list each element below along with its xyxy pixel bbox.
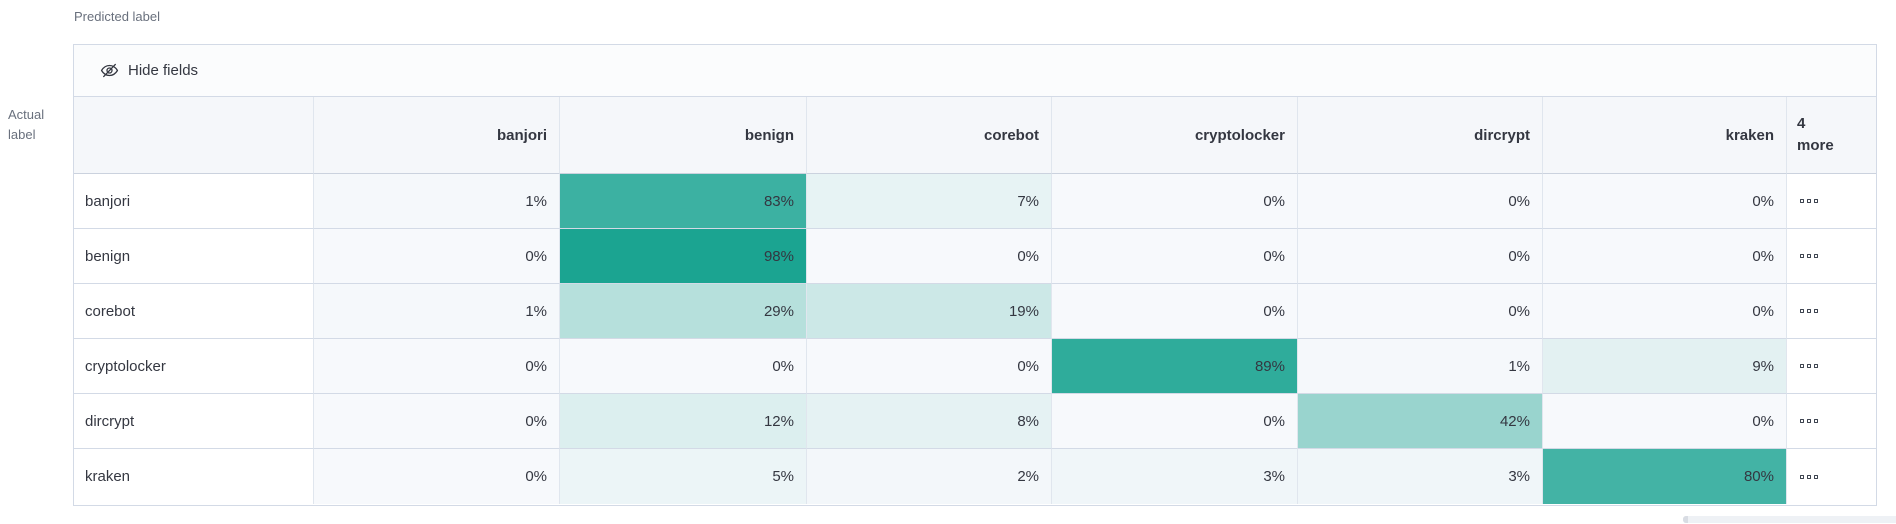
matrix-cell-banjori-cryptolocker[interactable]: 0% — [1052, 174, 1298, 229]
more-cell-cryptolocker[interactable] — [1787, 339, 1876, 394]
horizontal-scrollbar[interactable] — [1683, 516, 1896, 523]
matrix-cell-dircrypt-benign[interactable]: 12% — [560, 394, 807, 449]
row-label-banjori[interactable]: banjori — [74, 174, 314, 229]
more-cell-benign[interactable] — [1787, 229, 1876, 284]
matrix-cell-benign-banjori[interactable]: 0% — [314, 229, 560, 284]
column-header-more[interactable]: 4 more — [1787, 97, 1876, 174]
boxes-horizontal-icon — [1800, 309, 1818, 313]
boxes-horizontal-icon — [1800, 474, 1818, 479]
matrix-cell-kraken-cryptolocker[interactable]: 3% — [1052, 449, 1298, 504]
more-cell-dircrypt[interactable] — [1787, 394, 1876, 449]
matrix-cell-benign-benign[interactable]: 98% — [560, 229, 807, 284]
row-label-cryptolocker[interactable]: cryptolocker — [74, 339, 314, 394]
actual-label-line2: label — [8, 127, 36, 142]
matrix-cell-corebot-kraken[interactable]: 0% — [1543, 284, 1787, 339]
column-header-dircrypt[interactable]: dircrypt — [1298, 97, 1543, 174]
matrix-cell-banjori-corebot[interactable]: 7% — [807, 174, 1052, 229]
matrix-cell-benign-corebot[interactable]: 0% — [807, 229, 1052, 284]
matrix-cell-dircrypt-dircrypt[interactable]: 42% — [1298, 394, 1543, 449]
column-header-corebot[interactable]: corebot — [807, 97, 1052, 174]
matrix-cell-banjori-benign[interactable]: 83% — [560, 174, 807, 229]
actual-label: Actual label — [8, 105, 58, 145]
hide-fields-label: Hide fields — [128, 62, 199, 79]
matrix-cell-kraken-benign[interactable]: 5% — [560, 449, 807, 504]
corner-header-cell — [74, 97, 314, 174]
confusion-matrix-panel: Hide fields banjori benign corebot cryptolo… — [73, 44, 1877, 506]
matrix-cell-corebot-cryptolocker[interactable]: 0% — [1052, 284, 1298, 339]
row-label-corebot[interactable]: corebot — [74, 284, 314, 339]
matrix-cell-dircrypt-kraken[interactable]: 0% — [1543, 394, 1787, 449]
matrix-cell-kraken-kraken[interactable]: 80% — [1543, 449, 1787, 504]
matrix-cell-cryptolocker-corebot[interactable]: 0% — [807, 339, 1052, 394]
predicted-label: Predicted label — [74, 9, 160, 24]
more-cell-banjori[interactable] — [1787, 174, 1876, 229]
column-header-benign[interactable]: benign — [560, 97, 807, 174]
matrix-cell-benign-kraken[interactable]: 0% — [1543, 229, 1787, 284]
eye-closed-icon — [100, 61, 119, 80]
matrix-cell-cryptolocker-dircrypt[interactable]: 1% — [1298, 339, 1543, 394]
matrix-cell-dircrypt-banjori[interactable]: 0% — [314, 394, 560, 449]
grid-toolbar: Hide fields — [74, 45, 1876, 97]
more-columns-label: 4 more — [1797, 115, 1834, 154]
matrix-cell-cryptolocker-cryptolocker[interactable]: 89% — [1052, 339, 1298, 394]
matrix-cell-cryptolocker-kraken[interactable]: 9% — [1543, 339, 1787, 394]
matrix-cell-corebot-benign[interactable]: 29% — [560, 284, 807, 339]
boxes-horizontal-icon — [1800, 254, 1818, 258]
boxes-horizontal-icon — [1800, 364, 1818, 368]
matrix-cell-kraken-corebot[interactable]: 2% — [807, 449, 1052, 504]
matrix-cell-benign-dircrypt[interactable]: 0% — [1298, 229, 1543, 284]
matrix-cell-dircrypt-corebot[interactable]: 8% — [807, 394, 1052, 449]
matrix-cell-benign-cryptolocker[interactable]: 0% — [1052, 229, 1298, 284]
boxes-horizontal-icon — [1800, 199, 1818, 203]
matrix-cell-cryptolocker-benign[interactable]: 0% — [560, 339, 807, 394]
row-label-dircrypt[interactable]: dircrypt — [74, 394, 314, 449]
column-header-kraken[interactable]: kraken — [1543, 97, 1787, 174]
matrix-cell-corebot-banjori[interactable]: 1% — [314, 284, 560, 339]
matrix-cell-corebot-corebot[interactable]: 19% — [807, 284, 1052, 339]
matrix-cell-kraken-banjori[interactable]: 0% — [314, 449, 560, 504]
more-cell-kraken[interactable] — [1787, 449, 1876, 504]
matrix-cell-cryptolocker-banjori[interactable]: 0% — [314, 339, 560, 394]
hide-fields-button[interactable]: Hide fields — [92, 55, 206, 86]
boxes-horizontal-icon — [1800, 419, 1818, 423]
actual-label-line1: Actual — [8, 107, 45, 122]
more-cell-corebot[interactable] — [1787, 284, 1876, 339]
matrix-cell-banjori-banjori[interactable]: 1% — [314, 174, 560, 229]
matrix-cell-corebot-dircrypt[interactable]: 0% — [1298, 284, 1543, 339]
matrix-cell-dircrypt-cryptolocker[interactable]: 0% — [1052, 394, 1298, 449]
scrollbar-cap — [1683, 516, 1688, 523]
matrix-cell-banjori-kraken[interactable]: 0% — [1543, 174, 1787, 229]
row-label-kraken[interactable]: kraken — [74, 449, 314, 504]
matrix-cell-kraken-dircrypt[interactable]: 3% — [1298, 449, 1543, 504]
column-header-cryptolocker[interactable]: cryptolocker — [1052, 97, 1298, 174]
column-header-banjori[interactable]: banjori — [314, 97, 560, 174]
row-label-benign[interactable]: benign — [74, 229, 314, 284]
matrix-cell-banjori-dircrypt[interactable]: 0% — [1298, 174, 1543, 229]
confusion-matrix-grid: banjori benign corebot cryptolocker dircrypt… — [74, 97, 1876, 504]
